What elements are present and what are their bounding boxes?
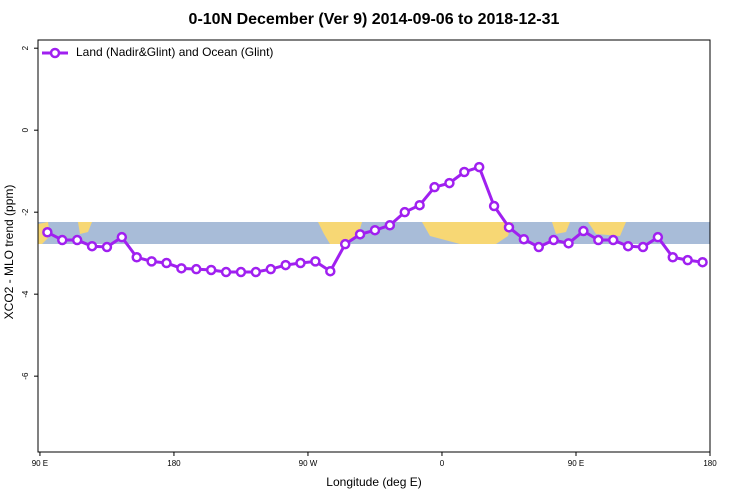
point xyxy=(131,252,142,263)
legend-marker xyxy=(49,47,61,59)
point xyxy=(593,234,604,246)
land xyxy=(318,222,362,244)
point xyxy=(459,166,470,178)
point xyxy=(42,227,53,238)
point xyxy=(682,254,693,266)
point xyxy=(161,257,172,269)
x-tick-label: 90 E xyxy=(568,459,584,468)
plot-frame xyxy=(37,39,711,453)
point xyxy=(667,252,679,263)
x-axis-label: Longitude (deg E) xyxy=(326,475,421,489)
point xyxy=(235,266,247,278)
point xyxy=(622,240,634,252)
y-tick-label: 2 xyxy=(21,45,30,50)
point xyxy=(86,240,98,252)
point xyxy=(533,241,545,253)
land xyxy=(422,222,512,244)
x-tick-label: 90 W xyxy=(299,459,318,468)
point xyxy=(339,238,351,250)
point xyxy=(101,241,113,253)
point xyxy=(310,256,321,267)
point xyxy=(652,231,664,243)
x-tick-label: 0 xyxy=(440,459,445,468)
y-axis-label: XCO2 - MLO trend (ppm) xyxy=(2,185,16,320)
land xyxy=(588,222,626,236)
point xyxy=(176,263,187,274)
point xyxy=(191,263,202,275)
legend-label: Land (Nadir&Glint) and Ocean (Glint) xyxy=(76,45,273,59)
point xyxy=(429,181,440,193)
point xyxy=(578,225,589,237)
land xyxy=(552,222,570,234)
point xyxy=(488,200,500,212)
y-tick-label: -2 xyxy=(21,208,30,216)
point xyxy=(280,259,291,271)
point xyxy=(295,257,306,269)
point xyxy=(57,234,68,246)
point xyxy=(414,199,425,211)
point xyxy=(116,231,128,243)
point xyxy=(250,266,262,278)
point xyxy=(607,234,619,246)
point xyxy=(563,238,574,249)
point xyxy=(384,220,396,231)
series-line xyxy=(46,165,703,274)
point xyxy=(369,224,381,236)
y-tick-label: -4 xyxy=(21,290,30,298)
point xyxy=(265,263,276,275)
land xyxy=(78,222,92,234)
point xyxy=(473,161,485,173)
point xyxy=(444,177,455,189)
y-tick-label: -6 xyxy=(21,372,30,380)
point xyxy=(205,264,217,276)
point xyxy=(220,266,232,278)
point xyxy=(146,256,157,267)
x-tick-label: 180 xyxy=(703,459,717,468)
y-tick-label: 0 xyxy=(21,127,30,132)
x-tick-label: 90 E xyxy=(32,459,48,468)
point xyxy=(325,265,336,277)
point xyxy=(354,229,366,240)
x-tick-label: 180 xyxy=(167,459,181,468)
point xyxy=(503,222,515,233)
point xyxy=(518,233,530,245)
point xyxy=(399,206,410,218)
chart-title: 0-10N December (Ver 9) 2014-09-06 to 201… xyxy=(189,11,560,28)
point xyxy=(697,256,708,268)
point xyxy=(637,241,649,253)
point xyxy=(548,234,559,246)
point xyxy=(71,234,83,246)
